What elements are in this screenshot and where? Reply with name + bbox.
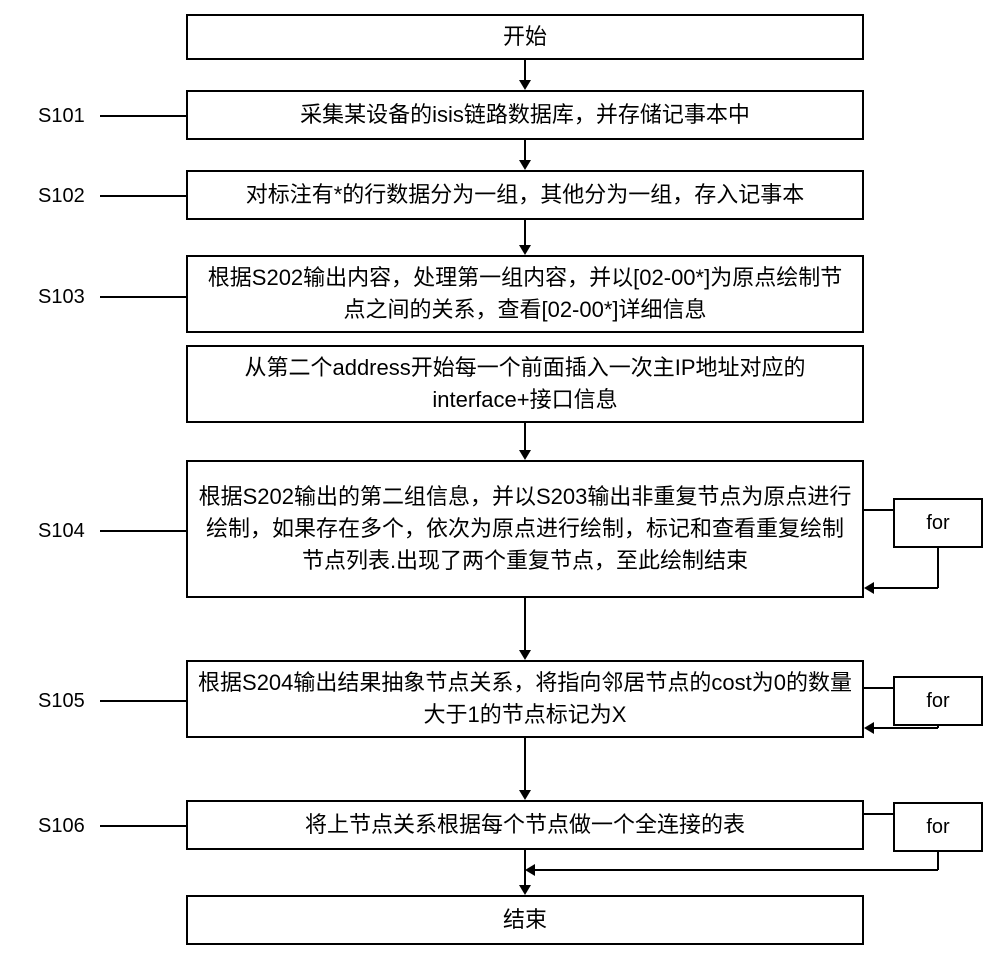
node-text: 开始 <box>503 21 547 53</box>
arrow-s105-s106 <box>519 738 531 800</box>
node-text: 结束 <box>503 904 547 936</box>
step-label-s101: S101 <box>38 105 85 128</box>
for-label: for <box>926 816 949 839</box>
for-box-s105: for <box>893 676 983 726</box>
node-text: 采集某设备的isis链路数据库，并存储记事本中 <box>300 99 750 131</box>
for-label: for <box>926 690 949 713</box>
node-s102: 对标注有*的行数据分为一组，其他分为一组，存入记事本 <box>186 170 864 220</box>
node-text: 从第二个address开始每一个前面插入一次主IP地址对应的interface+… <box>198 352 852 416</box>
step-label-s103: S103 <box>38 286 85 309</box>
arrow-s104-s105 <box>519 598 531 660</box>
node-insert: 从第二个address开始每一个前面插入一次主IP地址对应的interface+… <box>186 345 864 423</box>
node-start: 开始 <box>186 14 864 60</box>
step-label-s102: S102 <box>38 185 85 208</box>
arrow-s101-s102 <box>519 140 531 170</box>
for-box-s106: for <box>893 802 983 852</box>
node-text: 根据S204输出结果抽象节点关系，将指向邻居节点的cost为0的数量大于1的节点… <box>198 667 852 731</box>
node-text: 对标注有*的行数据分为一组，其他分为一组，存入记事本 <box>246 179 805 211</box>
for-label: for <box>926 512 949 535</box>
arrow-start-s101 <box>519 60 531 90</box>
step-label-s104: S104 <box>38 520 85 543</box>
node-text: 将上节点关系根据每个节点做一个全连接的表 <box>305 809 745 841</box>
node-s104: 根据S202输出的第二组信息，并以S203输出非重复节点为原点进行绘制，如果存在… <box>186 460 864 598</box>
node-text: 根据S202输出内容，处理第一组内容，并以[02-00*]为原点绘制节点之间的关… <box>198 262 852 326</box>
for-box-s104: for <box>893 498 983 548</box>
node-s103: 根据S202输出内容，处理第一组内容，并以[02-00*]为原点绘制节点之间的关… <box>186 255 864 333</box>
node-s101: 采集某设备的isis链路数据库，并存储记事本中 <box>186 90 864 140</box>
node-s105: 根据S204输出结果抽象节点关系，将指向邻居节点的cost为0的数量大于1的节点… <box>186 660 864 738</box>
arrow-s102-s103 <box>519 220 531 255</box>
arrow-insert-s104 <box>519 423 531 460</box>
node-text: 根据S202输出的第二组信息，并以S203输出非重复节点为原点进行绘制，如果存在… <box>198 481 852 577</box>
flowchart-canvas: 开始 采集某设备的isis链路数据库，并存储记事本中 对标注有*的行数据分为一组… <box>0 0 1000 962</box>
node-s106: 将上节点关系根据每个节点做一个全连接的表 <box>186 800 864 850</box>
step-label-s106: S106 <box>38 815 85 838</box>
node-end: 结束 <box>186 895 864 945</box>
arrow-s106-end <box>519 850 531 895</box>
step-label-s105: S105 <box>38 690 85 713</box>
